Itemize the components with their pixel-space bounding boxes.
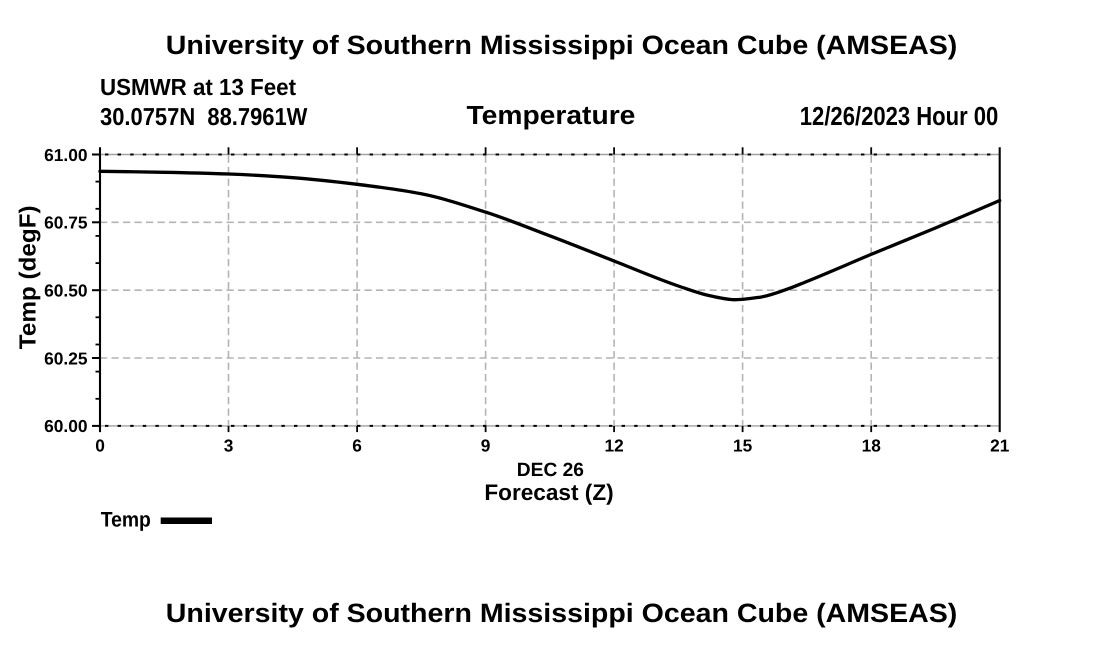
- svg-text:21: 21: [990, 436, 1010, 456]
- svg-text:9: 9: [481, 436, 491, 456]
- svg-text:3: 3: [224, 436, 234, 456]
- svg-text:University of Southern Mississ: University of Southern Mississippi Ocean…: [166, 30, 958, 60]
- svg-text:DEC 26: DEC 26: [517, 460, 584, 481]
- svg-text:60.00: 60.00: [44, 416, 87, 436]
- svg-text:Temperature: Temperature: [467, 100, 636, 130]
- svg-text:15: 15: [733, 436, 753, 456]
- svg-text:Temp: Temp: [101, 509, 151, 532]
- svg-text:Forecast (Z): Forecast (Z): [484, 480, 613, 505]
- svg-text:18: 18: [862, 436, 882, 456]
- svg-text:60.50: 60.50: [44, 281, 87, 301]
- svg-text:0: 0: [95, 436, 105, 456]
- svg-text:USMWR at 13 Feet: USMWR at 13 Feet: [100, 74, 296, 100]
- svg-text:30.0757N 88.7961W: 30.0757N 88.7961W: [100, 104, 308, 131]
- svg-text:60.25: 60.25: [44, 348, 88, 368]
- svg-text:6: 6: [352, 436, 362, 456]
- svg-text:Temp (degF): Temp (degF): [14, 205, 40, 349]
- svg-text:61.00: 61.00: [44, 145, 87, 165]
- svg-text:12: 12: [604, 436, 623, 456]
- svg-text:University of Southern Mississ: University of Southern Mississippi Ocean…: [166, 598, 958, 628]
- svg-text:12/26/2023 Hour 00: 12/26/2023 Hour 00: [800, 101, 999, 131]
- svg-text:60.75: 60.75: [44, 213, 88, 233]
